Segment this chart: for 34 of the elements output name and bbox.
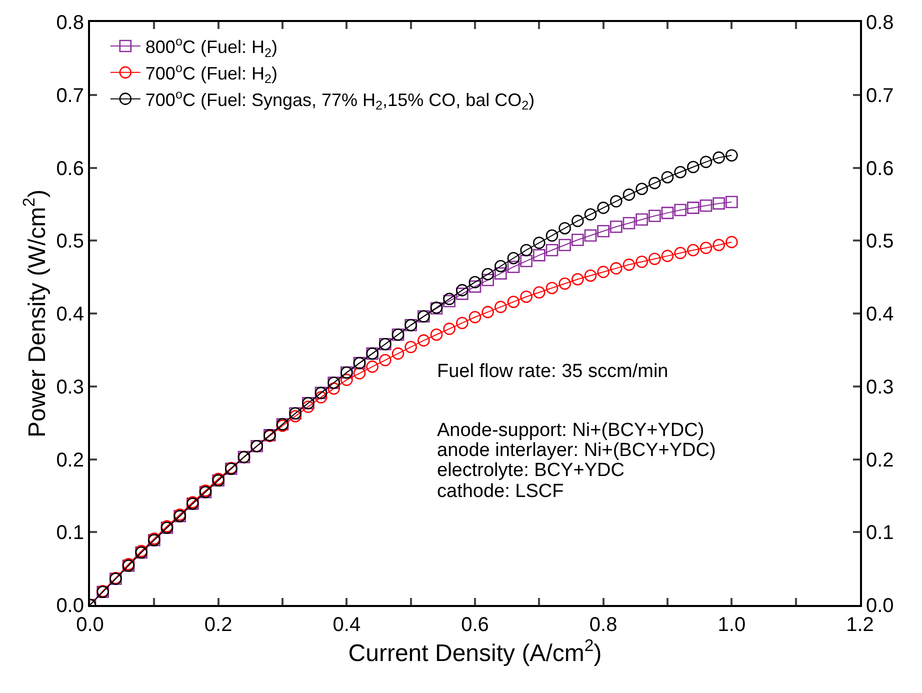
- x-axis-title: Current Density (A/cm$^{2}$): [348, 636, 602, 668]
- x-tick-label: 0.2: [204, 614, 232, 636]
- y-tick-label: 0.0: [56, 595, 84, 617]
- y-tick-label: 0.8: [56, 12, 84, 34]
- x-tick-label: 1.2: [846, 614, 874, 636]
- y-tick-label: 0.5: [56, 230, 84, 253]
- x-tick-label: 0.8: [589, 614, 618, 636]
- y2-tick-label: 0.6: [866, 158, 894, 180]
- x-tick-label: 1.0: [718, 614, 746, 636]
- y-tick-label: 0.4: [56, 304, 84, 326]
- y-tick-label: 0.2: [56, 449, 84, 472]
- y-tick-label: 0.7: [56, 84, 84, 107]
- annotation: cathode: LSCF: [437, 481, 564, 502]
- y2-tick-label: 0.5: [866, 230, 894, 253]
- legend-label: 800$^{o}$C (Fuel: H$_{2}$): [145, 34, 278, 60]
- y2-tick-label: 0.0: [866, 595, 894, 617]
- y-tick-label: 0.6: [56, 158, 84, 180]
- annotation: anode interlayer: Ni+(BCY+YDC): [437, 440, 716, 461]
- legend-label: 700$^{o}$C (Fuel: H$_{2}$): [145, 60, 278, 86]
- y2-tick-label: 0.7: [866, 84, 894, 107]
- x-tick-label: 0.4: [332, 614, 361, 636]
- y-tick-label: 0.3: [56, 376, 84, 398]
- annotation: Fuel flow rate: 35 sccm/min: [437, 361, 668, 382]
- y2-tick-label: 0.8: [866, 12, 894, 34]
- y2-tick-label: 0.3: [866, 376, 894, 398]
- y2-tick-label: 0.4: [866, 304, 894, 326]
- y-tick-label: 0.1: [56, 522, 84, 544]
- x-tick-label: 0.6: [461, 614, 489, 636]
- legend-label: 700$^{o}$C (Fuel: Syngas, 77% H$_{2}$,15% CO, bal CO$_{2}$): [145, 87, 535, 113]
- y2-tick-label: 0.1: [866, 522, 894, 544]
- x-tick-label: 0.0: [76, 614, 104, 636]
- annotation: electrolyte: BCY+YDC: [437, 460, 624, 481]
- annotation: Anode-support: Ni+(BCY+YDC): [437, 420, 704, 441]
- y2-tick-label: 0.2: [866, 449, 894, 472]
